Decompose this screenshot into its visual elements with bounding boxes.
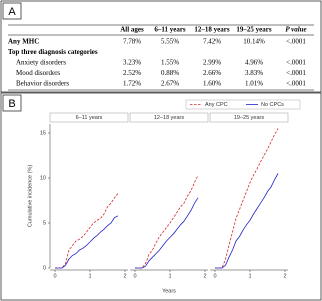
facet-strip xyxy=(129,112,209,123)
x-tick-label: 0 xyxy=(133,273,136,279)
table-cell: 0.88% xyxy=(161,69,179,77)
table-cell: 3.23% xyxy=(123,59,141,67)
panel-label-box xyxy=(2,2,22,20)
line-series xyxy=(135,197,199,269)
table-cell: 1.55% xyxy=(161,59,179,67)
y-tick-label: 10 xyxy=(40,175,46,181)
legend-label: Any CPC xyxy=(205,102,228,108)
y-tick-label: 5 xyxy=(43,220,46,226)
row-label: Any MHC xyxy=(8,38,39,46)
x-tick-label: 1 xyxy=(248,273,251,279)
facet-strip xyxy=(49,112,129,123)
table-cell: 1.60% xyxy=(203,80,221,88)
line-series xyxy=(55,215,119,269)
table-cell: <.0001 xyxy=(286,69,306,77)
x-tick-label: 2 xyxy=(203,273,206,279)
table-header: 19–25 years xyxy=(236,26,271,34)
table-cell: 10.14% xyxy=(243,38,265,46)
facet-strip xyxy=(209,112,289,123)
x-tick-label: 2 xyxy=(283,273,286,279)
table-cell: 2.67% xyxy=(161,80,179,88)
table-cell: 2.52% xyxy=(123,69,141,77)
table-header: 6–11 years xyxy=(154,26,186,34)
panel-label-box xyxy=(2,94,22,112)
y-axis-label: Cumulative incidence (%) xyxy=(27,165,33,228)
panel-a-frame xyxy=(0,0,322,93)
facet-title: 6–11 years xyxy=(76,115,103,121)
x-tick-label: 0 xyxy=(53,273,56,279)
table-cell: 2.99% xyxy=(203,59,221,67)
table-cell: 4.96% xyxy=(245,59,263,67)
y-tick-label: 0 xyxy=(43,265,46,271)
line-series xyxy=(215,128,279,269)
legend-box xyxy=(185,99,301,110)
table-header: P value xyxy=(285,26,306,34)
line-series xyxy=(55,193,119,269)
legend-label: No CPCs xyxy=(261,102,284,108)
table-cell: <.0001 xyxy=(286,59,306,67)
facet-title: 12–18 years xyxy=(154,115,185,121)
row-label: Mood disorders xyxy=(16,69,60,77)
line-series xyxy=(135,175,199,269)
table-header: 12–18 years xyxy=(194,26,229,34)
table-cell: 7.78% xyxy=(123,38,141,46)
x-tick-label: 1 xyxy=(168,273,171,279)
table-cell: 1.01% xyxy=(245,80,263,88)
table-cell: 3.83% xyxy=(245,69,263,77)
table-cell: <.0001 xyxy=(286,38,306,46)
row-label: Behavior disorders xyxy=(16,80,69,88)
panel-label: A xyxy=(8,6,16,18)
table-cell: 1.72% xyxy=(123,80,141,88)
y-tick-label: 15 xyxy=(40,130,46,136)
table-cell: 5.55% xyxy=(161,38,179,46)
line-series xyxy=(215,173,279,269)
table-header: All ages xyxy=(120,26,144,34)
facet-title: 19–25 years xyxy=(234,115,265,121)
x-tick-label: 1 xyxy=(88,273,91,279)
x-tick-label: 0 xyxy=(213,273,216,279)
table-cell: 7.42% xyxy=(203,38,221,46)
panel-b-frame xyxy=(0,92,322,301)
x-axis-label: Years xyxy=(162,288,176,294)
row-label: Top three diagnosis categories xyxy=(8,48,98,56)
row-label: Anxiety disorders xyxy=(16,59,66,67)
panel-label: B xyxy=(8,98,15,110)
table-cell: <.0001 xyxy=(286,80,306,88)
table-cell: 2.66% xyxy=(203,69,221,77)
x-tick-label: 2 xyxy=(123,273,126,279)
